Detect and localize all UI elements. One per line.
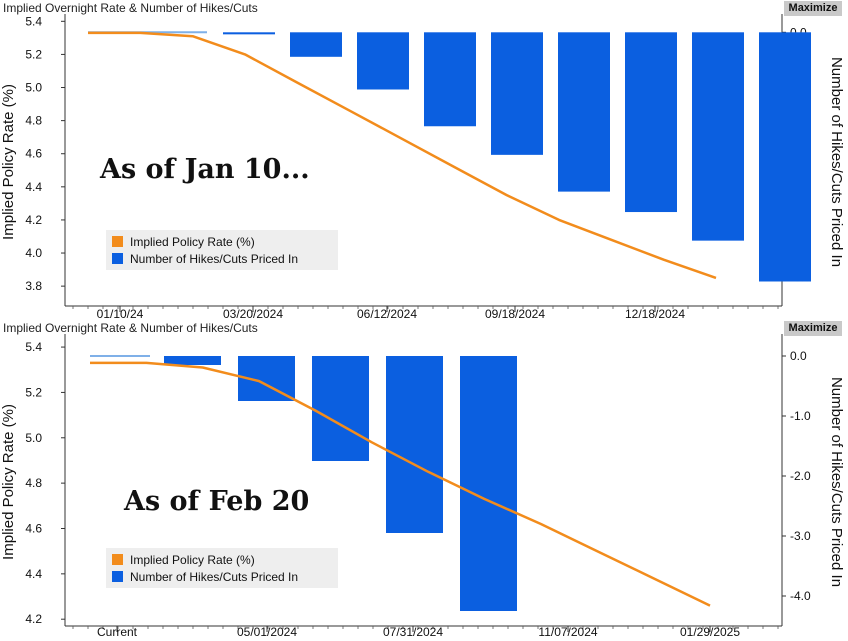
legend-swatch [112,236,123,247]
left-tick-label: 5.4 [25,14,42,28]
y-axis-left-title: Implied Policy Rate (%) [0,84,17,240]
legend-swatch [112,253,123,264]
left-tick-label: 5.0 [25,431,42,445]
right-tick-label: -1.0 [790,409,811,423]
legend-label: Implied Policy Rate (%) [130,553,255,567]
maximize-button[interactable]: Maximize [784,321,842,336]
legend-label: Number of Hikes/Cuts Priced In [130,252,298,266]
left-tick-label: 4.8 [25,114,42,128]
legend-label: Implied Policy Rate (%) [130,235,255,249]
x-tick-label: 01/29/2025 [680,625,740,639]
left-tick-label: 5.2 [25,385,42,399]
x-tick-label: 12/18/2024 [625,307,685,320]
rate-line [88,31,717,280]
maximize-button[interactable]: Maximize [784,1,842,16]
y-axis-right-title: Number of Hikes/Cuts Priced In [828,57,845,267]
left-tick-label: 4.6 [25,147,42,161]
left-tick-label: 4.2 [25,213,42,227]
x-tick-label: 06/12/2024 [357,307,417,320]
legend-box [106,230,338,270]
left-tick-label: 5.0 [25,81,42,95]
left-tick-label: 3.8 [25,279,42,293]
x-tick-label: 11/07/2024 [538,625,597,639]
bar [625,32,677,213]
bar [460,356,517,611]
right-tick-label: 0.0 [790,349,807,363]
x-tick-label: 01/10/24 [97,307,144,320]
chart-svg-top: 5.45.25.04.84.64.44.24.03.80.0-1.0-2.0-3… [0,14,845,320]
y-axis-left-title: Implied Policy Rate (%) [0,404,17,560]
left-tick-label: 4.6 [25,521,42,535]
right-tick-label: -3.0 [790,529,811,543]
legend-label: Number of Hikes/Cuts Priced In [130,570,298,584]
bar [558,32,610,192]
left-tick-label: 4.8 [25,476,42,490]
bar [312,356,369,461]
bar [164,356,221,365]
bar [692,32,744,241]
x-tick-label: 07/31/2024 [383,625,443,639]
left-tick-label: 4.4 [25,567,42,581]
chart-svg-bottom: 5.4 5.2 5.0 4.8 4.6 4.4 4.2 0.0 -1.0 -2.0 -3.0 -4.0… [0,334,845,639]
legend-swatch [112,554,123,565]
bar [759,32,811,282]
right-tick-label: -4.0 [790,589,811,603]
chart-panel-top: Implied Overnight Rate & Number of Hikes… [0,0,848,320]
chart-panel-bottom: Implied Overnight Rate & Number of Hikes… [0,320,848,641]
x-tick-label: Current [97,625,138,639]
legend-swatch [112,571,123,582]
bar [424,32,476,127]
left-tick-label: 4.2 [25,612,42,626]
chart-title: Implied Overnight Rate & Number of Hikes… [3,321,258,335]
bar [357,32,409,90]
chart-annotation: As of Jan 10... [99,154,310,185]
y-axis-right-title: Number of Hikes/Cuts Priced In [828,377,845,587]
left-tick-label: 5.4 [25,340,42,354]
bar [491,32,543,155]
chart-title: Implied Overnight Rate & Number of Hikes… [3,1,258,15]
right-tick-label: -2.0 [790,469,811,483]
rate-line [90,361,711,607]
chart-annotation: As of Feb 20 [123,486,309,517]
x-tick-label: 03/20/2024 [223,307,283,320]
left-tick-label: 4.0 [25,246,42,260]
x-tick-label: 09/18/2024 [485,307,545,320]
bar [290,32,342,57]
legend-box [106,548,338,588]
left-tick-label: 5.2 [25,47,42,61]
x-tick-label: 05/01/2024 [237,625,297,639]
left-tick-label: 4.4 [25,180,42,194]
bar [223,32,275,35]
bar [386,356,443,533]
